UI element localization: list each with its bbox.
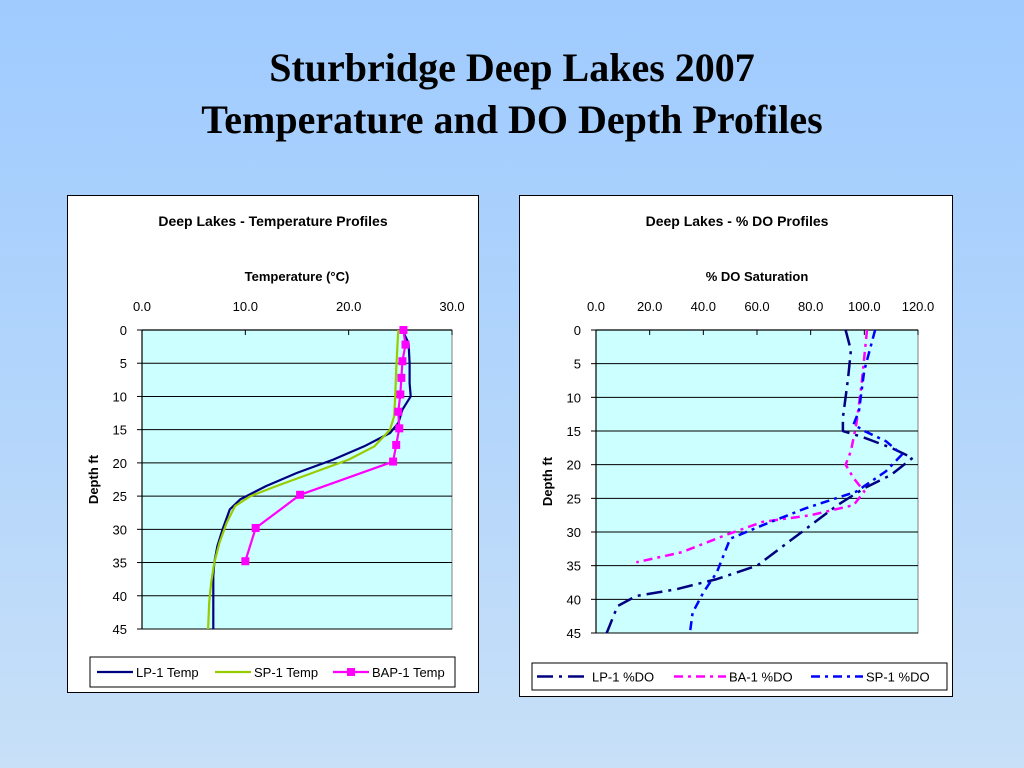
- x-tick-label: 0.0: [133, 299, 151, 314]
- legend-label: LP-1 Temp: [136, 665, 199, 680]
- y-tick-label: 30: [567, 525, 581, 540]
- temperature-chart: Deep Lakes - Temperature Profiles Tempera…: [86, 213, 465, 688]
- series-line: [605, 329, 914, 634]
- legend-label: SP-1 Temp: [254, 665, 318, 680]
- data-point: [397, 373, 406, 382]
- data-point: [399, 326, 408, 334]
- data-point: [395, 424, 404, 433]
- y-tick-label: 15: [113, 423, 127, 438]
- series-line: [207, 329, 400, 630]
- y-tick-label: 0: [574, 323, 581, 338]
- x-tick-label: 10.0: [233, 299, 258, 314]
- y-axis-title: Depth ft: [86, 454, 101, 504]
- data-point: [251, 524, 260, 533]
- legend: [89, 656, 456, 688]
- y-tick-label: 5: [120, 356, 127, 371]
- x-tick-label: 20.0: [336, 299, 361, 314]
- y-tick-label: 10: [113, 389, 127, 404]
- x-tick-label: 60.0: [744, 299, 769, 314]
- temperature-chart-panel: Deep Lakes - Temperature Profiles Tempera…: [67, 195, 479, 693]
- y-tick-label: 20: [567, 458, 581, 473]
- chart-title: Deep Lakes - % DO Profiles: [646, 213, 829, 229]
- data-point: [392, 440, 401, 449]
- legend-label: BA-1 %DO: [729, 670, 793, 685]
- y-tick-label: 25: [567, 491, 581, 506]
- legend-label: BAP-1 Temp: [372, 665, 445, 680]
- data-point: [401, 340, 410, 349]
- x-tick-label: 30.0: [439, 299, 464, 314]
- do-chart-panel: Deep Lakes - % DO Profiles % DO Saturatio…: [519, 195, 953, 697]
- plot-area: [595, 329, 919, 634]
- series-line: [688, 329, 904, 634]
- data-point: [396, 390, 405, 399]
- y-tick-label: 20: [113, 456, 127, 471]
- legend-marker: [347, 668, 355, 676]
- slide-title-line2: Temperature and DO Depth Profiles: [201, 97, 823, 142]
- x-tick-label: 40.0: [691, 299, 716, 314]
- y-tick-label: 10: [567, 390, 581, 405]
- y-tick-label: 35: [113, 556, 127, 571]
- y-tick-label: 45: [113, 622, 127, 637]
- x-tick-label: 80.0: [798, 299, 823, 314]
- y-tick-label: 25: [113, 489, 127, 504]
- data-point: [398, 357, 407, 366]
- data-point: [241, 557, 250, 566]
- chart-title: Deep Lakes - Temperature Profiles: [158, 213, 387, 229]
- legend-label: LP-1 %DO: [592, 670, 654, 685]
- x-tick-label: 100.0: [848, 299, 881, 314]
- y-tick-label: 40: [567, 592, 581, 607]
- y-tick-label: 45: [567, 626, 581, 641]
- x-tick-label: 120.0: [902, 299, 935, 314]
- y-tick-label: 30: [113, 522, 127, 537]
- x-axis-title: % DO Saturation: [706, 269, 809, 284]
- slide-title-line1: Sturbridge Deep Lakes 2007: [269, 45, 755, 90]
- y-tick-label: 0: [120, 323, 127, 338]
- data-point: [389, 457, 398, 466]
- legend-label: SP-1 %DO: [866, 670, 930, 685]
- do-chart: Deep Lakes - % DO Profiles % DO Saturatio…: [531, 213, 948, 691]
- data-point: [394, 407, 403, 416]
- x-axis-title: Temperature (°C): [245, 269, 350, 284]
- y-tick-label: 40: [113, 589, 127, 604]
- y-axis-title: Depth ft: [540, 456, 555, 506]
- data-point: [296, 490, 305, 499]
- x-tick-label: 20.0: [637, 299, 662, 314]
- y-tick-label: 15: [567, 424, 581, 439]
- y-tick-label: 5: [574, 357, 581, 372]
- legend: [531, 662, 948, 691]
- x-tick-label: 0.0: [587, 299, 605, 314]
- slide-title: Sturbridge Deep Lakes 2007 Temperature a…: [0, 42, 1024, 146]
- y-tick-label: 35: [567, 559, 581, 574]
